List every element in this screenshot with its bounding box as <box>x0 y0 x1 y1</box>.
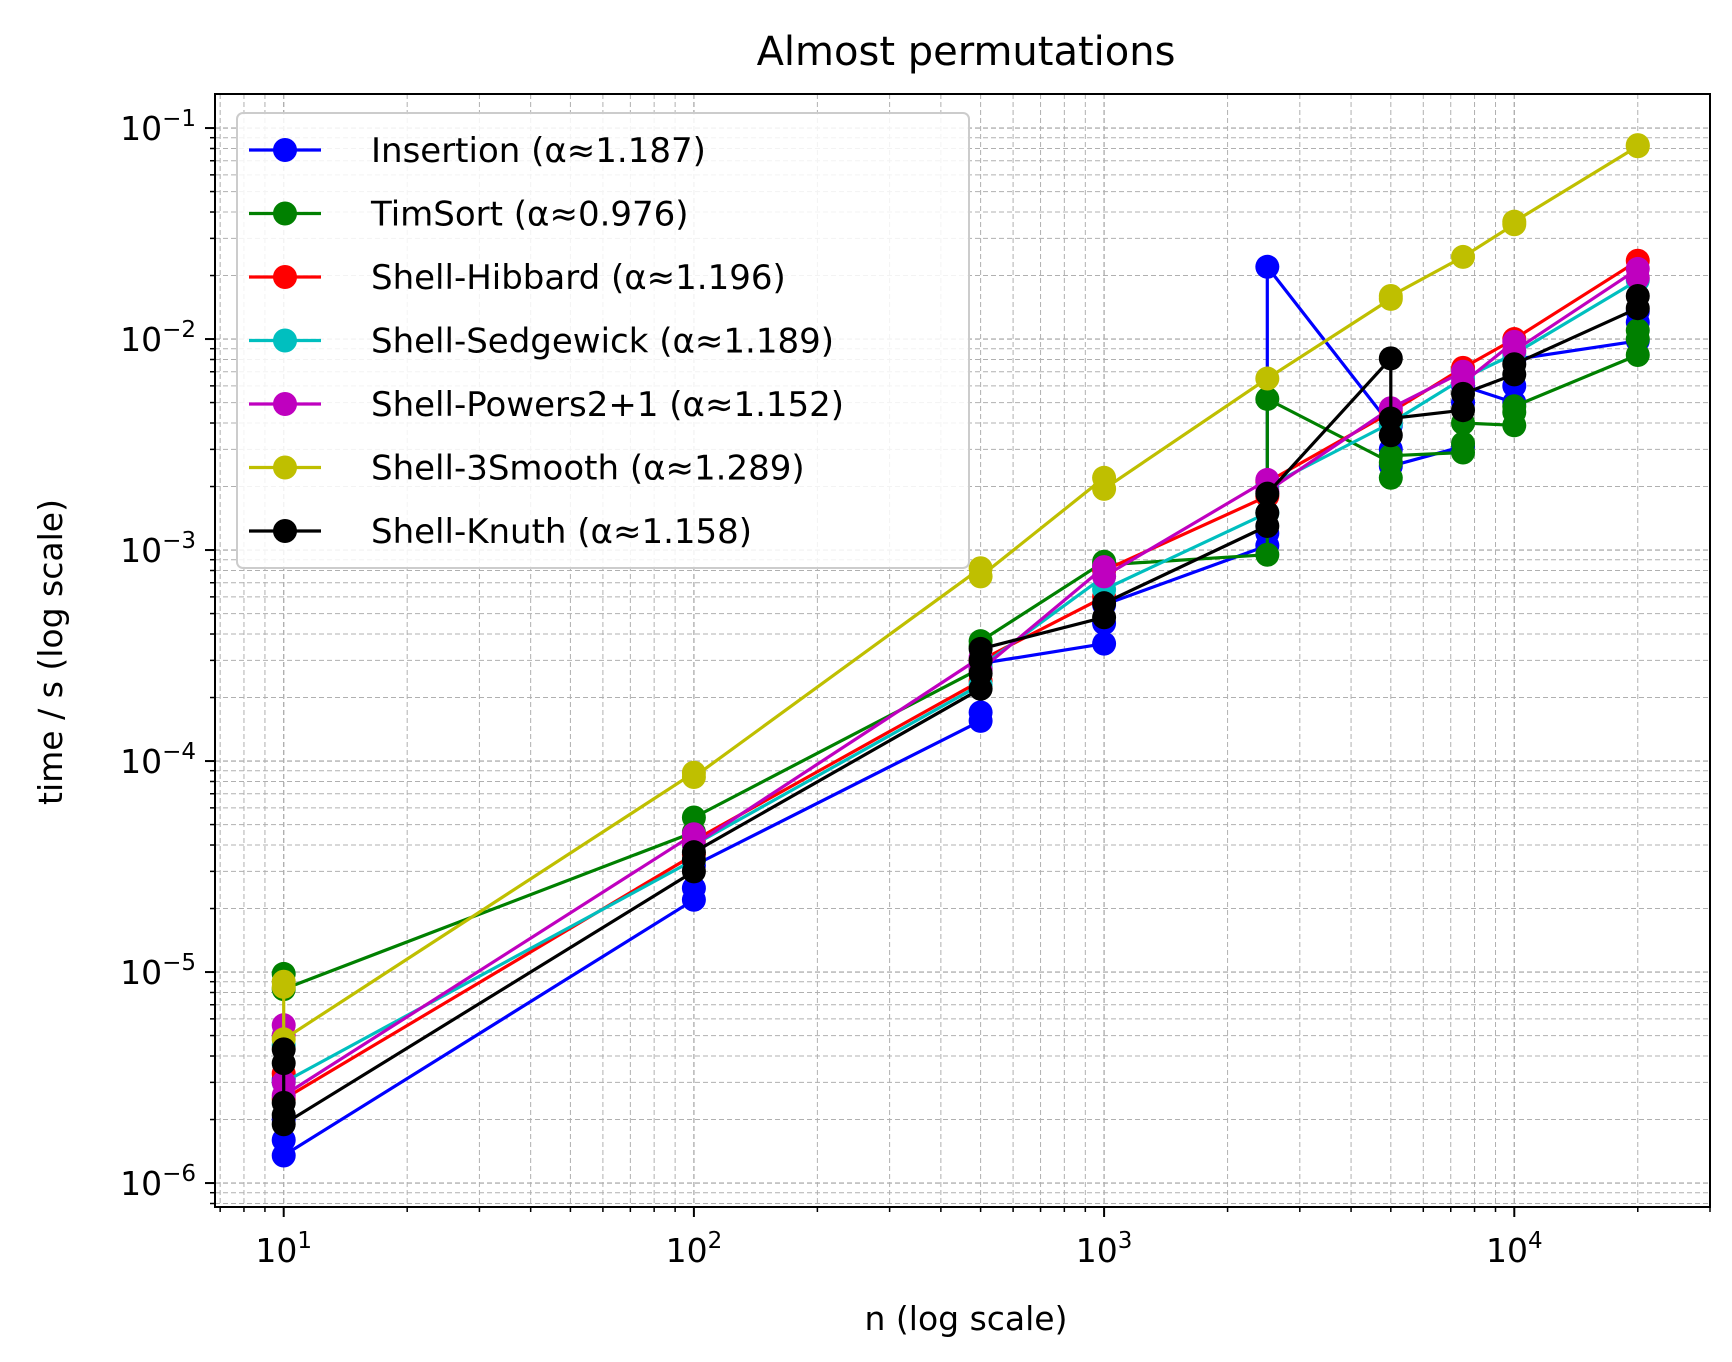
data-point <box>681 765 706 790</box>
y-tick-label: 10−6 <box>120 1161 196 1203</box>
series-1 <box>271 318 1650 1002</box>
data-point <box>968 636 993 661</box>
data-point <box>1451 381 1476 406</box>
data-point <box>681 840 706 865</box>
legend-marker <box>273 138 297 162</box>
x-tick-label: 102 <box>666 1228 723 1270</box>
legend-entry: Shell-Hibbard (α≈1.196) <box>249 258 786 298</box>
legend-label: Shell-Hibbard (α≈1.196) <box>371 258 786 298</box>
legend: Insertion (α≈1.187) TimSort (α≈0.976) Shel… <box>236 112 970 569</box>
legend-label: Shell-Powers2+1 (α≈1.152) <box>371 385 844 425</box>
data-point <box>1255 386 1280 411</box>
legend-label: TimSort (α≈0.976) <box>370 195 689 235</box>
y-tick-label: 10−5 <box>120 950 196 992</box>
chart-title: Almost permutations <box>757 29 1176 75</box>
data-point <box>1255 542 1280 567</box>
data-point <box>1255 481 1280 506</box>
y-axis-ticks: 10−6 10−5 10−4 10−3 10−2 10−1 <box>120 106 215 1205</box>
data-point <box>1378 423 1403 448</box>
legend-entry: TimSort (α≈0.976) <box>249 195 689 235</box>
legend-marker <box>273 265 297 289</box>
data-point <box>1092 591 1117 616</box>
legend-label: Insertion (α≈1.187) <box>371 131 706 171</box>
data-point <box>968 700 993 725</box>
legend-entry: Insertion (α≈1.187) <box>249 131 706 171</box>
legend-label: Shell-Knuth (α≈1.158) <box>371 512 752 552</box>
legend-marker <box>273 392 297 416</box>
data-point <box>1502 394 1527 419</box>
legend-entry: Shell-Knuth (α≈1.158) <box>249 512 752 552</box>
data-point <box>681 876 706 901</box>
data-point <box>968 564 993 589</box>
legend-marker <box>273 519 297 543</box>
data-point <box>1625 265 1650 290</box>
plot-frame <box>214 93 1711 1208</box>
data-point <box>1092 631 1117 656</box>
x-tick-label: 104 <box>1486 1228 1543 1270</box>
data-point <box>271 1051 296 1076</box>
y-tick-label: 10−4 <box>120 739 196 781</box>
x-tick-label: 103 <box>1076 1228 1133 1270</box>
data-point <box>1625 133 1650 158</box>
x-axis-label: n (log scale) <box>865 1299 1068 1338</box>
data-point <box>1255 366 1280 391</box>
x-tick-label: 101 <box>255 1228 312 1270</box>
legend-label: Shell-Sedgewick (α≈1.189) <box>371 322 834 362</box>
data-point <box>1255 500 1280 525</box>
data-point <box>1255 254 1280 279</box>
data-point <box>1378 465 1403 490</box>
legend-marker <box>273 328 297 353</box>
x-axis-ticks: 101 102 103 104 <box>219 1207 1711 1270</box>
data-point <box>1451 244 1476 269</box>
legend-entry: Shell-Sedgewick (α≈1.189) <box>249 322 834 362</box>
data-point <box>1378 346 1403 371</box>
legend-marker <box>273 455 297 480</box>
data-point <box>1625 283 1650 308</box>
data-point <box>1378 406 1403 431</box>
y-axis-label: time / s (log scale) <box>31 499 70 805</box>
y-tick-label: 10−1 <box>120 106 196 148</box>
data-point <box>1092 564 1117 589</box>
legend-entry: Shell-3Smooth (α≈1.289) <box>249 449 805 489</box>
legend-box <box>236 112 970 569</box>
data-point <box>1378 283 1403 308</box>
data-point <box>271 1112 296 1137</box>
legend-marker <box>273 201 297 226</box>
y-tick-label: 10−3 <box>120 528 196 570</box>
data-point <box>1625 318 1650 343</box>
data-point <box>1378 443 1403 468</box>
legend-label: Shell-3Smooth (α≈1.289) <box>371 449 805 489</box>
legend-entry: Shell-Powers2+1 (α≈1.152) <box>249 385 844 425</box>
data-point <box>1502 352 1527 377</box>
y-tick-label: 10−2 <box>120 317 196 359</box>
data-point <box>681 805 706 830</box>
data-point <box>1502 209 1527 234</box>
data-point <box>1092 476 1117 501</box>
data-point <box>1451 431 1476 456</box>
data-point <box>271 1143 296 1168</box>
series-5 <box>271 133 1650 1052</box>
data-point <box>271 974 296 999</box>
plot-series <box>271 133 1650 1168</box>
series-6 <box>271 283 1650 1137</box>
